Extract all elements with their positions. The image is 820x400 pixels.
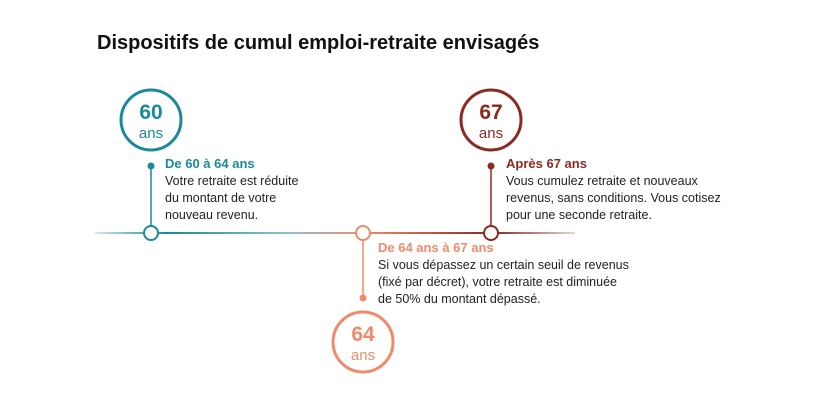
heading: De 64 ans à 67 ans [378, 240, 494, 255]
description: nouveau revenu. [165, 208, 258, 222]
timeline-node [483, 225, 499, 241]
age-unit: ans [479, 125, 503, 142]
connector-dot [487, 162, 495, 170]
timeline-node [355, 225, 371, 241]
description: (fixé par décret), votre retraite est di… [378, 275, 617, 289]
description: Votre retraite est réduite [165, 174, 298, 188]
heading: De 60 à 64 ans [165, 156, 255, 171]
description: du montant de votre [165, 191, 276, 205]
description: Vous cumulez retraite et nouveaux [506, 174, 699, 188]
age: 60 [139, 101, 162, 124]
description: Si vous dépassez un certain seuil de rev… [378, 258, 629, 272]
age-unit: ans [351, 347, 375, 364]
connector-dot [147, 162, 155, 170]
heading: Après 67 ans [506, 156, 587, 171]
age-badge [459, 88, 523, 152]
age-badge [119, 88, 183, 152]
description: de 50% du montant dépassé. [378, 292, 541, 306]
age-badge [331, 310, 395, 374]
title: Dispositifs de cumul emploi-retraite env… [97, 32, 539, 54]
age: 64 [351, 323, 375, 346]
connector-dot [359, 294, 367, 302]
age: 67 [479, 101, 502, 124]
description: revenus, sans conditions. Vous cotisez [506, 191, 721, 205]
age-unit: ans [139, 125, 163, 142]
timeline-node [143, 225, 159, 241]
description: pour une seconde retraite. [506, 208, 652, 222]
